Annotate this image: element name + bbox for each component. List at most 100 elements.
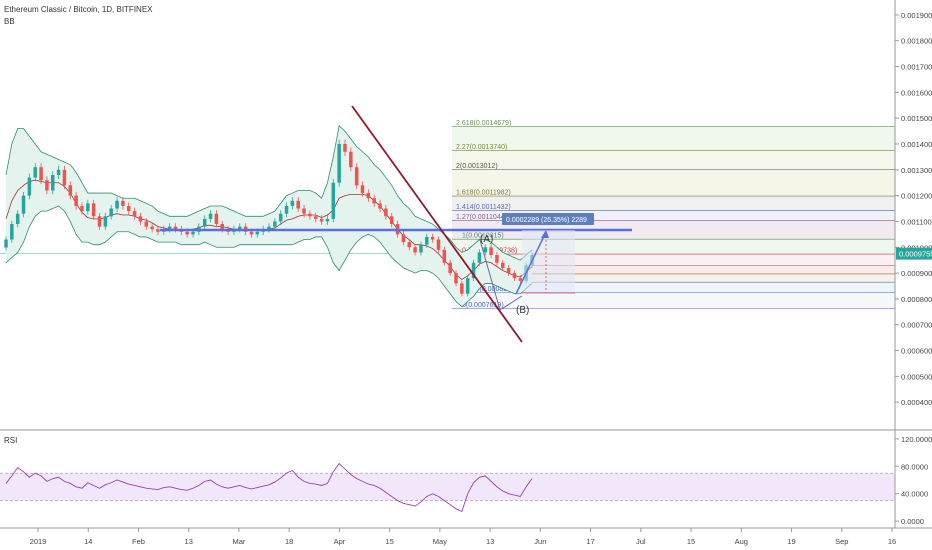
fib-band xyxy=(452,273,895,283)
candle xyxy=(290,197,295,210)
candle-body xyxy=(372,198,376,204)
fib-label: 2(0.0013012) xyxy=(456,163,498,170)
measure-area xyxy=(522,230,575,293)
candle-body xyxy=(56,169,61,175)
fib-band xyxy=(452,126,895,151)
candle xyxy=(15,210,20,228)
candle xyxy=(378,199,382,213)
candle xyxy=(354,163,359,190)
rsi-tick-label: 40.0000 xyxy=(901,490,928,499)
candle-body xyxy=(489,247,493,256)
candle xyxy=(325,215,330,225)
candle-body xyxy=(255,231,260,235)
candle xyxy=(33,163,37,182)
candle xyxy=(74,191,78,210)
candle-body xyxy=(33,167,37,178)
candle-body xyxy=(477,252,482,263)
rsi-label[interactable]: RSI xyxy=(4,436,18,445)
time-tick-label: Mar xyxy=(232,537,245,546)
candle xyxy=(372,194,376,208)
fib-band xyxy=(452,150,895,170)
candle xyxy=(10,220,14,243)
bollinger-fill xyxy=(6,125,532,307)
candle-body xyxy=(238,226,242,230)
candle-body xyxy=(501,262,505,268)
candle xyxy=(126,202,131,215)
candle-body xyxy=(506,267,511,274)
wave-label-b: (B) xyxy=(516,305,529,316)
candle xyxy=(302,204,306,218)
candle-body xyxy=(495,255,499,263)
candle-body xyxy=(121,200,125,206)
candle xyxy=(319,215,324,225)
rsi-tick-label: 0.0000 xyxy=(901,517,924,526)
candle-body xyxy=(86,203,90,212)
candle-body xyxy=(314,216,318,219)
candle xyxy=(460,280,464,297)
candle-body xyxy=(296,200,300,209)
candle-body xyxy=(483,247,487,253)
candle xyxy=(115,197,119,213)
candle xyxy=(97,212,102,230)
candle xyxy=(331,178,336,223)
candle-body xyxy=(191,231,195,235)
candle-body xyxy=(126,205,131,212)
candle-body xyxy=(331,182,336,219)
time-tick-label: 14 xyxy=(84,537,92,546)
bollinger-lower xyxy=(5,205,533,308)
time-tick-label: Sep xyxy=(835,537,848,546)
candle xyxy=(518,275,523,284)
candle-body xyxy=(290,200,295,206)
candle xyxy=(68,181,73,200)
candle-body xyxy=(518,278,523,281)
candle xyxy=(27,173,32,200)
fib-label: 2.618(0.0014679) xyxy=(456,120,511,127)
fib-band xyxy=(452,239,895,255)
fib-band xyxy=(452,169,895,197)
time-tick-label: Jun xyxy=(534,537,546,546)
candle xyxy=(366,189,371,202)
candle xyxy=(454,270,458,287)
candle-body xyxy=(97,216,102,227)
candle-body xyxy=(27,177,32,196)
candle-body xyxy=(39,167,43,181)
candle xyxy=(103,212,108,230)
candle xyxy=(138,212,143,225)
candle xyxy=(360,181,365,197)
candle-body xyxy=(465,278,470,294)
candle xyxy=(343,139,347,156)
time-tick-label: 16 xyxy=(888,537,896,546)
rsi-tick-label: 80.0000 xyxy=(901,462,928,471)
fib-label: 1.618(0.0011982) xyxy=(456,190,511,197)
candle-body xyxy=(512,273,517,279)
candle xyxy=(156,225,160,236)
candle-body xyxy=(214,213,219,225)
time-tick-label: Apr xyxy=(334,537,346,546)
projection-arrow xyxy=(515,231,547,295)
time-tick-label: 13 xyxy=(185,537,193,546)
wave-path xyxy=(479,239,523,311)
candle xyxy=(477,249,482,266)
candle xyxy=(45,176,49,195)
candle xyxy=(407,238,412,251)
candle-body xyxy=(15,213,20,225)
candle-body xyxy=(366,193,371,199)
candle xyxy=(442,246,447,266)
indicator-label[interactable]: BB xyxy=(4,17,15,26)
candle-body xyxy=(51,174,55,191)
candle-body xyxy=(448,262,452,274)
time-tick-label: 2019 xyxy=(30,537,47,546)
candle-body xyxy=(407,242,412,248)
candle xyxy=(296,197,300,213)
fib-label: 0.236(0.0008253) xyxy=(462,286,517,293)
candle xyxy=(121,197,125,210)
